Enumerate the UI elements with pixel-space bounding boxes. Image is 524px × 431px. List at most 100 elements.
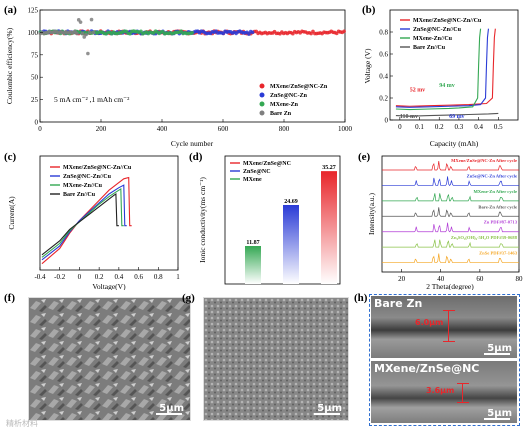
axis-a-ytick-label: 50 (31, 74, 39, 82)
axis-c-xtick-label: 0 (78, 273, 82, 281)
axis-a-xtick-label: 600 (218, 125, 229, 133)
axis-e-xtick-label: 40 (437, 275, 445, 283)
scale-text-f: 5μm (159, 403, 184, 414)
chart-d: (d) 11.87 24.69 35.27 Ionic conductivity(m… (189, 151, 341, 285)
annotation-b-3: 69 mv (449, 114, 465, 120)
panel-label-f: (f) (4, 292, 15, 304)
bar-value-label-d-1: 24.69 (284, 199, 298, 205)
series-line-c-3 (41, 193, 119, 256)
axis-c-xtick-label: 0.2 (95, 273, 104, 281)
legend-marker (259, 92, 265, 98)
legend-label: ZnSe@NC-Zn//Cu (413, 27, 462, 33)
axis-c-xtick-label: 1 (176, 273, 180, 281)
plot-frame-c (39, 155, 179, 271)
series-line-c-0 (41, 176, 132, 265)
bar-d-0 (321, 171, 337, 284)
y-axis-label-b: Voltage (V) (363, 48, 372, 84)
scale-bar-h-bottom (484, 418, 510, 420)
panel-label-b: (b) (362, 4, 376, 16)
legend-label: MXene/ZnSe@NC-Zn//Cu (63, 165, 132, 171)
cross-section-mxene: MXene/ZnSe@NC 3.6μm 5μm (371, 361, 517, 423)
thickness-mxene: 3.6μm (426, 386, 455, 395)
xrd-pattern-6 (382, 253, 519, 263)
axis-b-ytick-label: 0.2 (379, 95, 388, 103)
point-a-3 (80, 31, 85, 36)
legend-label: MXene-Zn (270, 102, 299, 108)
point-a-3 (84, 32, 88, 37)
legend-label: MXene (243, 177, 262, 183)
axis-e-xtick-label: 60 (476, 275, 484, 283)
xrd-label-0: MXene/ZnSe@NC-Zn After cycle (451, 158, 517, 163)
series-line-c-2 (41, 187, 124, 258)
axis-b-ytick-label: 0.6 (379, 51, 388, 59)
y-axis-label-c: Current(A) (7, 196, 16, 230)
xrd-label-4: Zn PDF#87-0713 (484, 220, 518, 225)
legend-marker (259, 83, 265, 89)
xrd-pattern-4 (382, 222, 519, 233)
axis-a-ytick-label: 125 (28, 7, 39, 15)
axis-b-xtick-label: 0.5 (494, 123, 503, 131)
panel-label-g: (g) (182, 292, 195, 304)
sem-texture-f (29, 298, 190, 420)
scale-bar-g (314, 413, 340, 415)
axis-c-xtick-label: -0.4 (34, 273, 46, 281)
xrd-label-6: ZnSe PDF#37-1463 (479, 251, 518, 256)
axis-b-xtick-label: 0.1 (415, 123, 424, 131)
panel-label-a: (a) (4, 4, 17, 16)
thickness-bare: 6.0μm (415, 318, 444, 327)
axis-b-ytick-label: 0.8 (379, 29, 388, 37)
annotation-b-2: 110 mv (400, 114, 418, 120)
scale-text-h-bottom: 5μm (487, 408, 512, 419)
axis-c-xtick-label: -0.2 (54, 273, 66, 281)
point-a-1 (247, 32, 251, 36)
point-a-1 (250, 30, 255, 35)
legend-marker (259, 101, 265, 107)
annotation-b-1: 94 mv (439, 83, 455, 89)
xrd-label-3: Bare-Zn After cycle (478, 204, 517, 209)
thickness-marker-mxene (457, 383, 469, 403)
x-axis-label-c: Voltage(V) (92, 282, 126, 290)
point-a-3 (78, 20, 83, 24)
series-line-b-2 (395, 28, 482, 111)
xrd-pattern-5 (382, 239, 519, 248)
axis-b-xtick-label: 0.3 (455, 123, 464, 131)
scale-bar-f (156, 413, 182, 415)
annotation-a: 5 mA cm⁻² ,1 mAh cm⁻² (54, 95, 130, 104)
axis-a-xtick-label: 200 (96, 125, 107, 133)
legend-label: MXene/ZnSe@NC (243, 161, 291, 167)
series-line-b-1 (395, 28, 490, 108)
cross-section-bare-zn: Bare Zn 6.0μm 5μm (371, 296, 517, 358)
axis-c-xtick-label: 0.8 (154, 273, 163, 281)
xrd-pattern-3 (382, 207, 519, 217)
chart-e: (e) MXene/ZnSe@NC-Zn After cycle ZnSe@NC-… (358, 151, 524, 290)
axis-e-xtick-label: 80 (516, 275, 524, 283)
axis-b-xtick-label: 0.4 (474, 123, 483, 131)
annotation-b-0: 52 mv (410, 87, 426, 93)
legend-label: ZnSe@NC (243, 169, 271, 175)
axis-a-xtick-label: 1000 (338, 125, 353, 133)
xrd-pattern-1 (382, 176, 519, 186)
watermark: 精析材料 (6, 419, 38, 428)
y-axis-label-d: Ionic conductivity(ms cm⁻¹) (198, 177, 207, 263)
panel-label-c: (c) (4, 151, 17, 163)
y-axis-label-e: Intensity(a.u.) (367, 192, 376, 235)
sem-image-f: 5μm (28, 297, 191, 421)
point-a-3 (75, 31, 79, 36)
bar-value-label-d-2: 11.87 (246, 240, 259, 246)
sem-texture-g (204, 298, 348, 420)
legend-label: Bare Zn//Cu (413, 45, 446, 51)
scale-text-h-top: 5μm (487, 343, 512, 354)
axis-a-xtick-label: 400 (157, 125, 168, 133)
plot-frame-a (39, 9, 346, 123)
axis-a-ytick-label: 0 (35, 119, 39, 127)
x-axis-label-e: 2 Theta(degree) (426, 282, 474, 290)
legend-label: MXene/ZnSe@NC-Zn//Cu (413, 18, 482, 24)
label-bare-zn: Bare Zn (374, 297, 423, 310)
sem-image-g: 5μm (203, 297, 349, 421)
legend-label: Bare Zn (270, 111, 292, 117)
legend-label: MXene-Zn//Cu (413, 36, 453, 42)
point-a-3 (86, 51, 90, 56)
axis-b-ytick-label: 0 (385, 117, 389, 125)
chart-a: (a) 0 200 400 600 800 1000 0 25 50 75 100 125 Cycle… (4, 4, 353, 148)
plot-frame-b (389, 9, 519, 121)
